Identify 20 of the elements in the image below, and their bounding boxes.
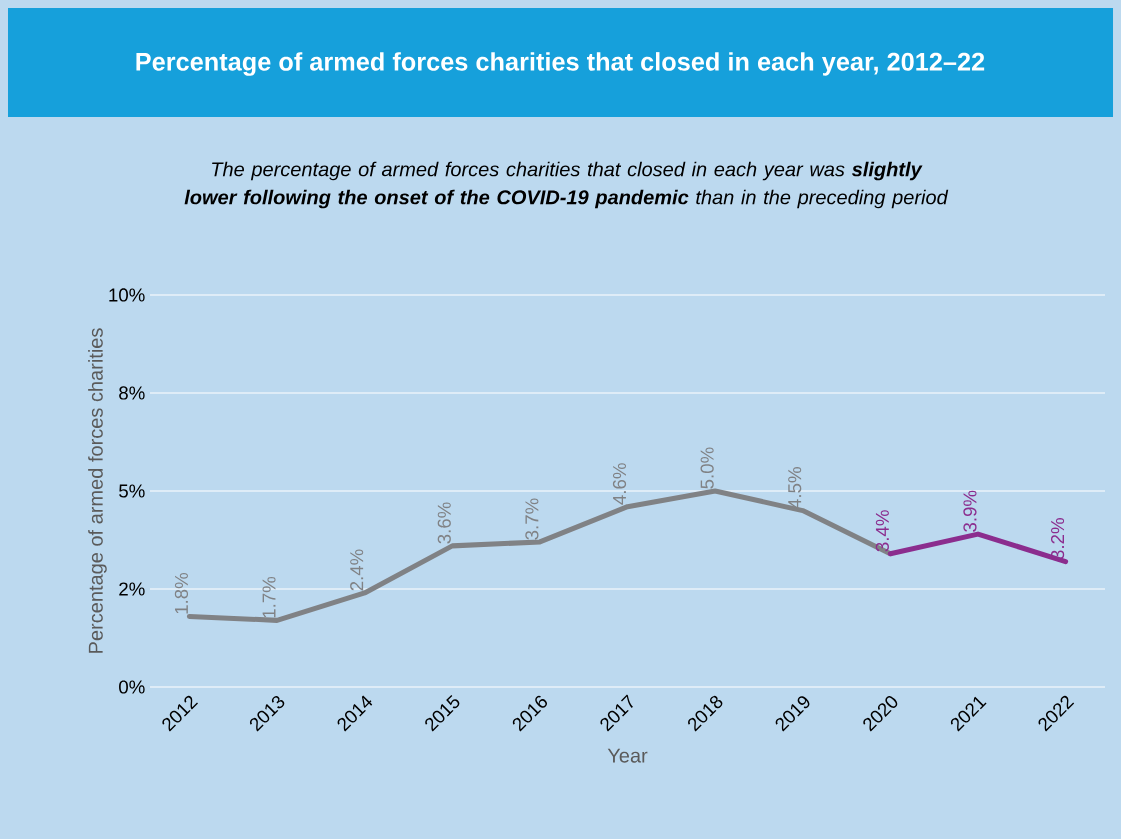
data-label: 4.6%	[612, 463, 627, 505]
y-tick-label: 5%	[119, 484, 145, 498]
text: The percentage of armed forces charities that closed in each year was slightly lower following the onset of the COVID-19 pandemic than in the preceding period	[184, 161, 949, 209]
y-tick-label: 10%	[109, 288, 145, 302]
data-label: 3.9%	[963, 490, 977, 532]
data-label: 1.8%	[174, 572, 189, 614]
y-tick-label: 8%	[119, 386, 145, 400]
chart-title: Percentage of armed forces charities that closed in each year, 2012–22	[136, 52, 985, 76]
data-label: 3.2%	[1050, 518, 1065, 560]
y-axis-title: Percentage of armed forces charities	[88, 328, 107, 653]
data-label: 1.7%	[262, 576, 276, 618]
y-tick-label: 0%	[119, 680, 145, 694]
data-label: 3.4%	[875, 510, 889, 552]
data-label: 4.5%	[788, 467, 802, 509]
y-tick-label: 2%	[119, 582, 145, 596]
data-label: 5.0%	[700, 447, 714, 489]
data-label: 2.4%	[350, 549, 364, 591]
data-label: 3.7%	[525, 498, 539, 540]
data-label: 3.6%	[437, 502, 451, 544]
x-axis-title: Year	[607, 748, 648, 763]
